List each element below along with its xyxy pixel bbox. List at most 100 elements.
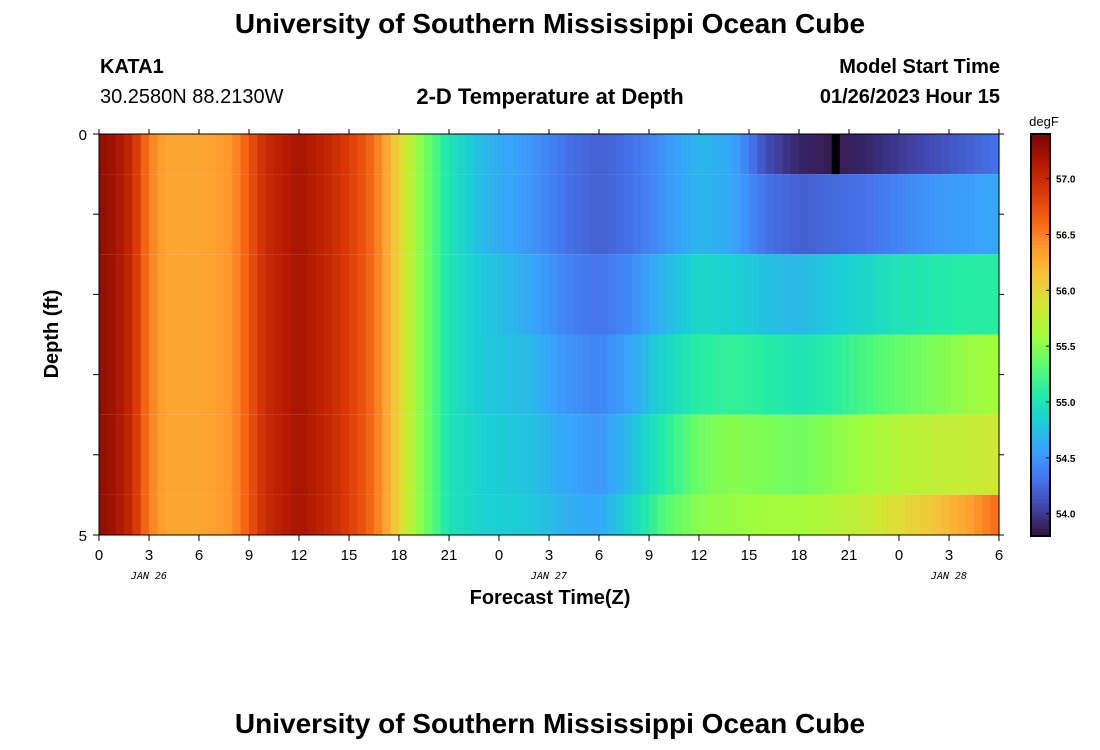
heatmap-cell [857, 414, 867, 495]
heatmap-cell [540, 494, 550, 535]
heatmap-cell [415, 254, 425, 335]
heatmap-cell [974, 254, 983, 335]
colorbar-segment [1031, 190, 1050, 195]
heatmap-cell [957, 414, 967, 495]
heatmap-cell [224, 254, 233, 335]
missing-data-marker [831, 134, 840, 175]
heatmap-cell [315, 334, 325, 415]
heatmap-cell [607, 494, 617, 535]
heatmap-cell [757, 334, 767, 415]
heatmap-cell [849, 134, 858, 175]
heatmap-cell [207, 174, 217, 255]
heatmap-cell [840, 334, 850, 415]
heatmap-cell [407, 334, 417, 415]
heatmap-cell [557, 334, 567, 415]
heatmap-cell [432, 494, 442, 535]
heatmap-cell [590, 254, 600, 335]
heatmap-cell [574, 174, 583, 255]
heatmap-cell [765, 334, 775, 415]
heatmap-cell [665, 174, 675, 255]
heatmap-cell [415, 334, 425, 415]
heatmap-cell [174, 334, 183, 415]
heatmap-cell [540, 334, 550, 415]
colorbar-segment [1031, 452, 1050, 457]
heatmap-cell [265, 494, 275, 535]
colorbar-segment [1031, 187, 1050, 192]
heatmap-cell [924, 494, 933, 535]
heatmap-cell [674, 494, 683, 535]
colorbar-segment [1031, 522, 1050, 527]
heatmap-cell [524, 494, 533, 535]
heatmap-cell [315, 134, 325, 175]
heatmap-cell [815, 134, 825, 175]
heatmap-cell [515, 134, 525, 175]
heatmap-cell [682, 134, 692, 175]
heatmap-cell [640, 174, 650, 255]
heatmap-cell [674, 134, 683, 175]
heatmap-cell [424, 414, 433, 495]
colorbar-segment [1031, 304, 1050, 309]
heatmap-cell [807, 414, 817, 495]
heatmap-cell [957, 254, 967, 335]
colorbar-segment [1031, 247, 1050, 252]
heatmap-cell [932, 414, 942, 495]
temperature-depth-heatmap: 0 3 6 9 12 15 18 21 0 3 6 9 12 15 18 21 0 3 6 JAN 26 JAN 27 J… [41, 114, 1076, 609]
heatmap-cell [857, 134, 867, 175]
heatmap-cell [340, 494, 350, 535]
heatmap-cell [174, 494, 183, 535]
heatmap-cell [874, 254, 883, 335]
heatmap-cell [532, 134, 542, 175]
heatmap-cell [907, 414, 917, 495]
heatmap-cell [365, 494, 375, 535]
heatmap-cell [465, 254, 475, 335]
heatmap-cell [707, 414, 717, 495]
heatmap-cell [549, 254, 558, 335]
colorbar-segment [1031, 418, 1050, 423]
heatmap-cell [899, 134, 908, 175]
heatmap-cell [865, 334, 875, 415]
heatmap-cell [824, 334, 833, 415]
heatmap-cell [874, 174, 883, 255]
heatmap-cell [940, 414, 950, 495]
heatmap-cell [365, 254, 375, 335]
heatmap-cell [465, 494, 475, 535]
heatmap-cell [957, 134, 967, 175]
heatmap-cell [107, 254, 117, 335]
heatmap-cell [249, 494, 258, 535]
heatmap-cell [799, 174, 808, 255]
heatmap-cell [482, 334, 492, 415]
heatmap-cell [299, 334, 308, 415]
heatmap-cell [115, 254, 125, 335]
colorbar-segment [1031, 378, 1050, 383]
heatmap-cell [374, 334, 383, 415]
colorbar-tick-label: 54.5 [1056, 454, 1076, 465]
colorbar-segment [1031, 308, 1050, 313]
colorbar-segment [1031, 147, 1050, 152]
colorbar-segment [1031, 445, 1050, 450]
heatmap-cell [757, 254, 767, 335]
colorbar-segment [1031, 321, 1050, 326]
heatmap-cell [540, 414, 550, 495]
heatmap-cell [949, 334, 958, 415]
heatmap-cell [949, 174, 958, 255]
heatmap-cell [132, 174, 142, 255]
heatmap-cell [874, 334, 883, 415]
heatmap-cell [457, 254, 467, 335]
heatmap-cell [424, 334, 433, 415]
colorbar-segment [1031, 311, 1050, 316]
heatmap-cell [790, 494, 800, 535]
heatmap-cell [599, 254, 608, 335]
heatmap-cell [499, 494, 508, 535]
heatmap-cell [440, 414, 450, 495]
heatmap-cell [315, 174, 325, 255]
heatmap-cell [307, 254, 317, 335]
heatmap-cell [699, 174, 708, 255]
heatmap-cell [524, 254, 533, 335]
heatmap-cell [982, 254, 992, 335]
colorbar-tick-label: 55.5 [1056, 342, 1076, 353]
colorbar-segment [1031, 529, 1050, 534]
colorbar-segment [1031, 281, 1050, 286]
colorbar-segment [1031, 227, 1050, 232]
heatmap-cell [390, 254, 400, 335]
heatmap-cell [465, 334, 475, 415]
